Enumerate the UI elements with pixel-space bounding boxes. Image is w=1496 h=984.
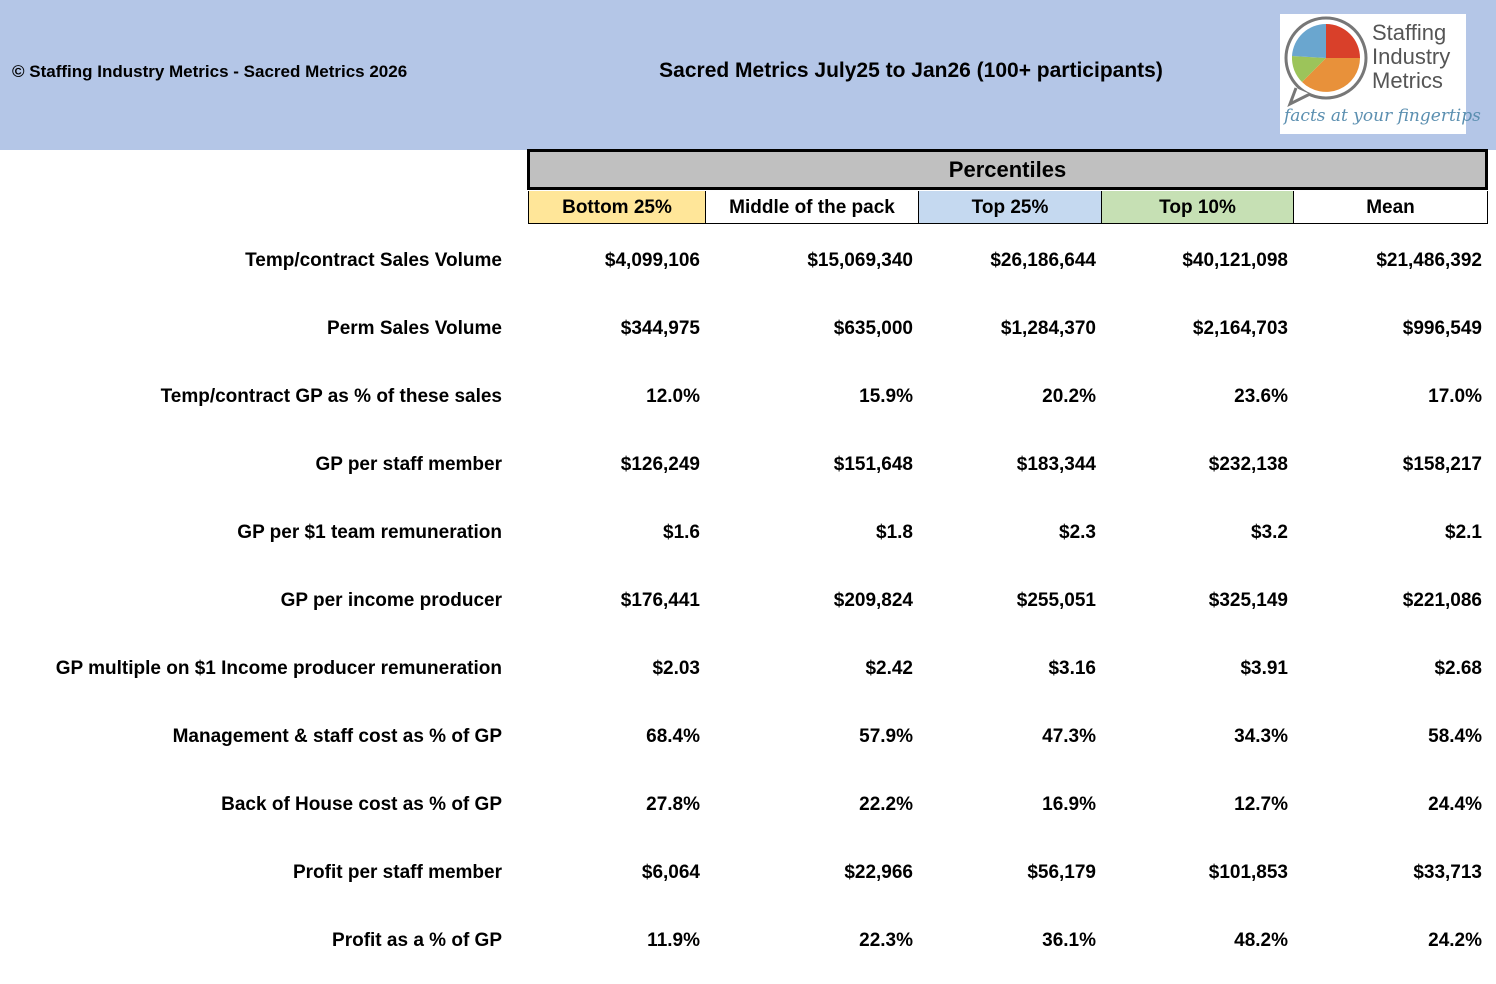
table-cell: $209,824 xyxy=(833,590,913,611)
table-cell: 15.9% xyxy=(859,386,913,407)
table-cell: 36.1% xyxy=(1042,930,1096,951)
table-cell: 27.8% xyxy=(646,794,700,815)
column-header: Middle of the pack xyxy=(705,191,919,224)
row-label: GP per income producer xyxy=(280,590,502,611)
table-cell: $151,648 xyxy=(833,454,913,475)
table-cell: $255,051 xyxy=(1016,590,1096,611)
row-label: Perm Sales Volume xyxy=(327,318,502,339)
table-cell: $325,149 xyxy=(1208,590,1288,611)
table-cell: 22.3% xyxy=(859,930,913,951)
table-cell: $158,217 xyxy=(1402,454,1482,475)
table-cell: $1,284,370 xyxy=(1000,318,1096,339)
table-cell: $2.3 xyxy=(1059,522,1096,543)
table-cell: $2.03 xyxy=(652,658,700,679)
row-label: Temp/contract GP as % of these sales xyxy=(160,386,502,407)
row-label: Profit per staff member xyxy=(292,862,502,883)
logo-icon xyxy=(1284,16,1368,108)
logo-text: Metrics xyxy=(1372,68,1443,93)
table-cell: $33,713 xyxy=(1413,862,1482,883)
column-header: Top 10% xyxy=(1101,191,1294,224)
column-header: Top 25% xyxy=(918,191,1102,224)
table-cell: $221,086 xyxy=(1402,590,1482,611)
table-cell: $2.42 xyxy=(865,658,913,679)
table-cell: $126,249 xyxy=(620,454,700,475)
copyright: © Staffing Industry Metrics - Sacred Met… xyxy=(12,62,408,81)
table-cell: $2.1 xyxy=(1445,522,1482,543)
table-cell: $1.6 xyxy=(663,522,700,543)
table-cell: $3.91 xyxy=(1240,658,1288,679)
logo-text: Staffing xyxy=(1372,20,1447,45)
table-cell: $21,486,392 xyxy=(1376,250,1482,271)
row-label: Profit as a % of GP xyxy=(332,930,502,951)
table-cell: 24.4% xyxy=(1428,794,1482,815)
table-cell: 23.6% xyxy=(1234,386,1288,407)
row-label: GP per $1 team remuneration xyxy=(237,522,502,543)
logo-text: Industry xyxy=(1372,44,1451,69)
table-cell: $996,549 xyxy=(1402,318,1482,339)
table-cell: 17.0% xyxy=(1428,386,1482,407)
table-cell: 48.2% xyxy=(1234,930,1288,951)
table-cell: 12.0% xyxy=(646,386,700,407)
table-cell: $4,099,106 xyxy=(604,250,700,271)
table-cell: 34.3% xyxy=(1234,726,1288,747)
table-cell: $22,966 xyxy=(844,862,913,883)
row-label: GP per staff member xyxy=(315,454,502,475)
row-label: Management & staff cost as % of GP xyxy=(172,726,502,747)
table-cell: $56,179 xyxy=(1027,862,1096,883)
table-cell: 11.9% xyxy=(647,930,700,951)
table-cell: $176,441 xyxy=(620,590,700,611)
table-cell: $183,344 xyxy=(1016,454,1096,475)
table-cell: $40,121,098 xyxy=(1182,250,1288,271)
row-label: GP multiple on $1 Income producer remune… xyxy=(55,658,502,679)
table-cell: 47.3% xyxy=(1042,726,1096,747)
table-cell: $101,853 xyxy=(1208,862,1288,883)
table-cell: $26,186,644 xyxy=(990,250,1096,271)
column-header: Mean xyxy=(1293,191,1488,224)
logo-tagline: facts at your fingertips xyxy=(1284,106,1481,126)
table-cell: $635,000 xyxy=(833,318,913,339)
table-cell: 20.2% xyxy=(1042,386,1096,407)
report-title: Sacred Metrics July25 to Jan26 (100+ par… xyxy=(659,59,1163,82)
table-cell: 68.4% xyxy=(646,726,700,747)
row-label: Back of House cost as % of GP xyxy=(221,794,502,815)
table-cell: 58.4% xyxy=(1428,726,1482,747)
table-cell: 22.2% xyxy=(859,794,913,815)
table-cell: 12.7% xyxy=(1234,794,1288,815)
table-cell: $15,069,340 xyxy=(807,250,913,271)
table-cell: $3.2 xyxy=(1251,522,1288,543)
column-header: Bottom 25% xyxy=(528,191,706,224)
group-header: Percentiles xyxy=(527,149,1488,190)
table-cell: $2,164,703 xyxy=(1192,318,1288,339)
table-cell: $232,138 xyxy=(1208,454,1288,475)
table-cell: $2.68 xyxy=(1434,658,1482,679)
table-cell: $344,975 xyxy=(620,318,700,339)
table-cell: $6,064 xyxy=(641,862,700,883)
logo: Staffing Industry Metrics facts at your … xyxy=(1280,14,1481,134)
row-label: Temp/contract Sales Volume xyxy=(245,250,502,271)
table-cell: $1.8 xyxy=(876,522,913,543)
table-cell: 57.9% xyxy=(859,726,913,747)
table-cell: 24.2% xyxy=(1428,930,1482,951)
table-cell: $3.16 xyxy=(1048,658,1096,679)
header-band xyxy=(0,0,1496,150)
table-cell: 16.9% xyxy=(1042,794,1096,815)
